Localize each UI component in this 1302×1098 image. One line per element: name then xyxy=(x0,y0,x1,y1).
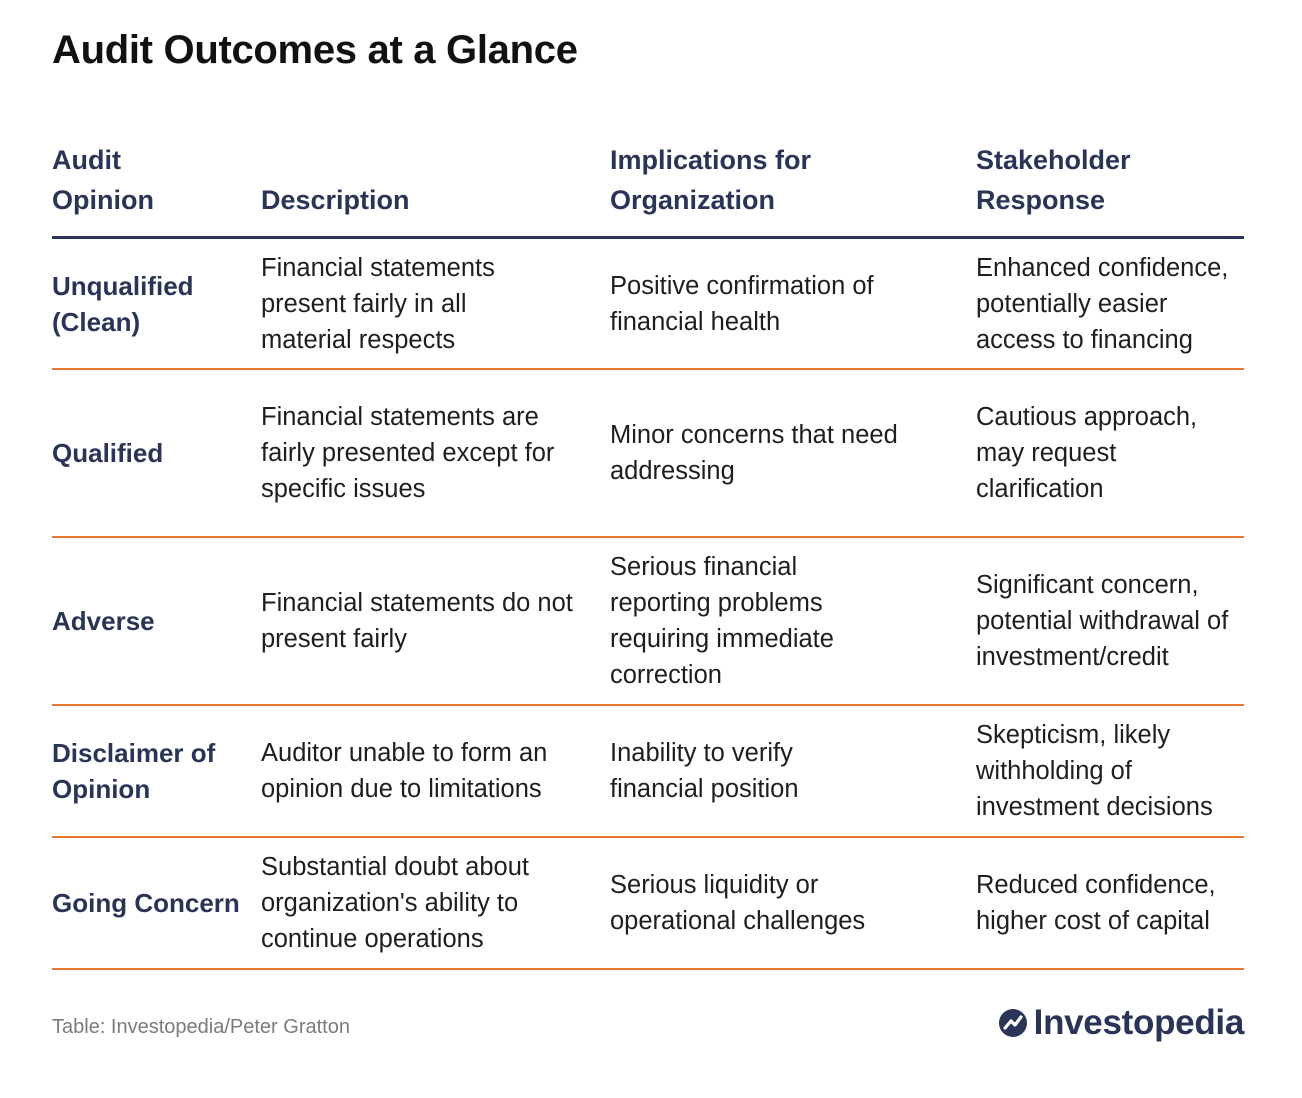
page-title: Audit Outcomes at a Glance xyxy=(52,28,578,72)
investopedia-logo-icon xyxy=(998,1008,1028,1038)
implications-cell: Serious liquidity or operational challen… xyxy=(610,837,976,970)
implications-text: Positive confirmation of financial healt… xyxy=(610,271,874,336)
table-row: Going Concern Substantial doubt about or… xyxy=(52,837,1244,970)
description-text: Financial statements are fairly presente… xyxy=(261,403,555,503)
table-row: Disclaimer of Opinion Auditor unable to … xyxy=(52,705,1244,838)
brand-logo: Investopedia xyxy=(998,1000,1245,1046)
implications-text: Serious liquidity or operational challen… xyxy=(610,871,866,935)
table-header: Audit Opinion Description Implications f… xyxy=(52,140,1244,239)
response-text: Skepticism, likely withholding of invest… xyxy=(976,721,1213,821)
opinion-cell: Disclaimer of Opinion xyxy=(52,705,261,838)
response-text: Significant concern, potential withdrawa… xyxy=(976,571,1229,671)
opinion-text: Going Concern xyxy=(52,888,240,918)
implications-text: Inability to verify financial position xyxy=(610,739,799,803)
header-description: Description xyxy=(261,140,610,239)
response-text: Reduced confidence, higher cost of capit… xyxy=(976,871,1216,935)
opinion-text: Disclaimer of Opinion xyxy=(52,738,216,804)
description-cell: Auditor unable to form an opinion due to… xyxy=(261,705,610,838)
description-cell: Financial statements are fairly presente… xyxy=(261,369,610,538)
description-text: Financial statements do not present fair… xyxy=(261,589,573,653)
response-cell: Cautious approach, may request clarifica… xyxy=(976,369,1244,538)
implications-cell: Inability to verify financial position xyxy=(610,705,976,838)
implications-text: Minor concerns that need addressing xyxy=(610,421,898,485)
description-text: Auditor unable to form an opinion due to… xyxy=(261,739,548,803)
table-row: Qualified Financial statements are fairl… xyxy=(52,369,1244,538)
opinion-cell: Going Concern xyxy=(52,837,261,970)
audit-outcomes-table: Audit Opinion Description Implications f… xyxy=(52,140,1244,970)
table-row: Adverse Financial statements do not pres… xyxy=(52,537,1244,706)
implications-cell: Minor concerns that need addressing xyxy=(610,369,976,538)
response-cell: Enhanced confidence, potentially easier … xyxy=(976,237,1244,370)
opinion-cell: Adverse xyxy=(52,537,261,706)
table-body: Unqualified (Clean) Financial statements… xyxy=(52,237,1244,970)
opinion-cell: Qualified xyxy=(52,369,261,538)
response-cell: Skepticism, likely withholding of invest… xyxy=(976,705,1244,838)
brand-name: Investopedia xyxy=(1033,1003,1245,1042)
audit-table: Audit Opinion Description Implications f… xyxy=(52,140,1244,970)
description-cell: Financial statements present fairly in a… xyxy=(261,237,610,370)
description-cell: Financial statements do not present fair… xyxy=(261,537,610,706)
opinion-text: Unqualified (Clean) xyxy=(52,270,194,337)
response-text: Enhanced confidence, potentially easier … xyxy=(976,253,1229,354)
response-cell: Reduced confidence, higher cost of capit… xyxy=(976,837,1244,970)
source-credit: Table: Investopedia/Peter Gratton xyxy=(52,1016,350,1038)
description-cell: Substantial doubt about organization's a… xyxy=(261,837,610,970)
header-implications: Implications for Organization xyxy=(610,140,976,239)
implications-cell: Positive confirmation of financial healt… xyxy=(610,237,976,370)
implications-cell: Serious financial reporting problems req… xyxy=(610,537,976,706)
header-row: Audit Opinion Description Implications f… xyxy=(52,140,1244,239)
table-row: Unqualified (Clean) Financial statements… xyxy=(52,237,1244,370)
header-audit-opinion: Audit Opinion xyxy=(52,140,261,239)
opinion-text: Qualified xyxy=(52,438,164,468)
opinion-cell: Unqualified (Clean) xyxy=(52,237,261,370)
implications-text: Serious financial reporting problems req… xyxy=(610,553,834,689)
opinion-text: Adverse xyxy=(52,606,155,636)
response-text: Cautious approach, may request clarifica… xyxy=(976,403,1198,503)
description-text: Substantial doubt about organization's a… xyxy=(261,853,529,953)
description-text: Financial statements present fairly in a… xyxy=(261,253,495,354)
response-cell: Significant concern, potential withdrawa… xyxy=(976,537,1244,706)
header-stakeholder-response: Stakeholder Response xyxy=(976,140,1244,239)
